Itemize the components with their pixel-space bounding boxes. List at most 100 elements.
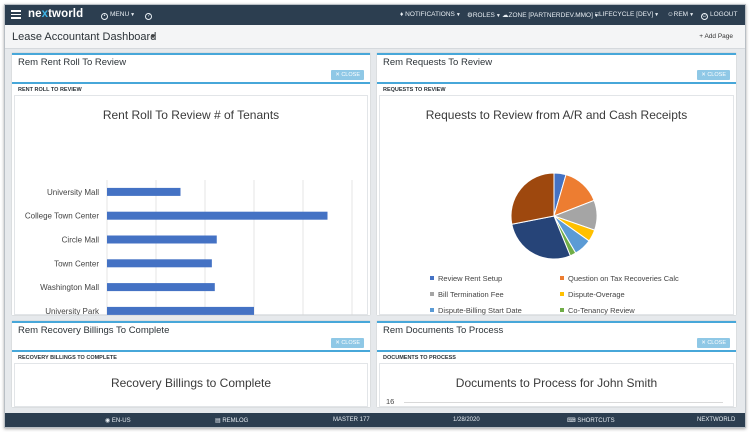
chart-title: Documents to Process for John Smith [455, 376, 658, 390]
rent-roll-panel: Rem Rent Roll To Review ✕ CLOSE RENT ROL… [12, 53, 370, 315]
panel-title: Rem Requests To Review [383, 57, 493, 68]
category-label: Circle Mall [62, 236, 100, 245]
panel-divider [12, 82, 370, 84]
legend-swatch [560, 276, 564, 280]
lifecycle-icon: □ [595, 11, 599, 18]
legend-swatch [430, 292, 434, 296]
keyboard-icon: ⌨ [567, 418, 576, 424]
gridline [404, 402, 723, 403]
page-title: Lease Accountant Dashboard [12, 31, 157, 43]
legend-label: Question on Tax Recoveries Calc [568, 274, 679, 283]
cloud-icon: ☁ [502, 12, 509, 19]
documents-panel: Rem Documents To Process ✕ CLOSE DOCUMEN… [377, 321, 736, 407]
legend-label: Bill Termination Fee [438, 290, 504, 299]
page-dropdown-icon[interactable]: ▾ [151, 32, 156, 41]
y-tick-label: 16 [386, 397, 395, 406]
bar[interactable] [107, 283, 215, 292]
power-icon: ⏻ [701, 13, 708, 20]
lifecycle-button[interactable]: □LIFECYCLE [DEV]▼ [595, 11, 660, 18]
bar[interactable] [107, 259, 212, 268]
legend-swatch [430, 308, 434, 312]
category-label: University Park [45, 307, 100, 315]
legend-item: Dispute-Overage [560, 290, 625, 299]
recovery-panel: Rem Recovery Billings To Complete ✕ CLOS… [12, 321, 370, 407]
panel-subtitle: REQUESTS TO REVIEW [383, 87, 446, 93]
menu-icon: • [101, 13, 108, 20]
legend-swatch [560, 308, 564, 312]
date-label: 1/28/2020 [453, 417, 480, 423]
user-icon: ☺ [667, 11, 674, 18]
legend-item: Bill Termination Fee [430, 290, 504, 299]
panel-divider [12, 350, 370, 352]
pie-chart [510, 172, 598, 260]
bottom-status-bar: ◉ EN-US ▤ REMLOG MASTER 177 1/28/2020 ⌨ … [5, 413, 745, 427]
close-button[interactable]: ✕ CLOSE [697, 338, 730, 348]
remlog-button[interactable]: ▤ REMLOG [215, 418, 249, 424]
bar[interactable] [107, 187, 181, 196]
legend-item: Question on Tax Recoveries Calc [560, 274, 679, 283]
help-button[interactable]: ? [145, 11, 154, 20]
globe-icon: ◉ [105, 418, 111, 424]
chevron-down-icon: ▼ [455, 12, 461, 18]
bell-icon: ♦ [400, 11, 404, 18]
requests-panel: Rem Requests To Review ✕ CLOSE REQUESTS … [377, 53, 736, 315]
roles-icon: ⚙ [467, 12, 473, 19]
add-page-button[interactable]: + Add Page [699, 33, 733, 40]
shortcuts-button[interactable]: ⌨ SHORTCUTS [567, 418, 615, 424]
panel-subtitle: RENT ROLL TO REVIEW [18, 87, 82, 93]
chart-title: Requests to Review from A/R and Cash Rec… [425, 108, 688, 122]
chevron-down-icon: ▼ [495, 13, 501, 19]
zone-button[interactable]: ☁ZONE [PARTNERDEV.MMO]▼ [502, 12, 599, 19]
pie-slice[interactable] [511, 215, 571, 260]
pie-slice[interactable] [510, 172, 555, 225]
roles-button[interactable]: ⚙ROLES▼ [467, 12, 501, 19]
close-button[interactable]: ✕ CLOSE [331, 70, 364, 80]
brand-label: NEXTWORLD [697, 417, 736, 423]
notifications-button[interactable]: ♦ NOTIFICATIONS▼ [400, 11, 461, 18]
chart-title: Recovery Billings to Complete [110, 376, 272, 390]
panel-divider [377, 82, 736, 84]
legend-label: Dispute-Billing Start Date [438, 306, 522, 315]
panel-title: Rem Rent Roll To Review [18, 57, 127, 68]
nextworld-logo[interactable]: nextworld [28, 8, 84, 20]
legend-label: Dispute-Overage [568, 290, 625, 299]
category-label: College Town Center [25, 212, 99, 221]
category-label: Washington Mall [40, 283, 99, 292]
documents-chart-area: Documents to Process for John Smith 16 [379, 363, 734, 407]
chevron-down-icon: ▼ [689, 12, 695, 18]
panel-subtitle: DOCUMENTS TO PROCESS [383, 355, 456, 361]
page-header: Lease Accountant Dashboard ▾ + Add Page [5, 25, 745, 49]
chart-title: Rent Roll To Review # of Tenants [102, 108, 280, 122]
category-label: University Mall [47, 188, 99, 197]
legend-item: Review Rent Setup [430, 274, 502, 283]
chevron-down-icon: ▼ [130, 12, 136, 18]
user-button[interactable]: ☺REM▼ [667, 11, 695, 18]
app-window: nextworld • MENU▼ ? ♦ NOTIFICATIONS▼ ⚙ROL… [4, 4, 746, 428]
bar[interactable] [107, 211, 328, 220]
close-button[interactable]: ✕ CLOSE [331, 338, 364, 348]
top-nav-bar: nextworld • MENU▼ ? ♦ NOTIFICATIONS▼ ⚙ROL… [5, 5, 745, 25]
legend-swatch [430, 276, 434, 280]
requests-chart-area: Requests to Review from A/R and Cash Rec… [379, 95, 734, 315]
help-icon: ? [145, 13, 152, 20]
legend-label: Review Rent Setup [438, 274, 503, 283]
legend-item: Co-Tenancy Review [560, 306, 635, 315]
master-label: MASTER 177 [333, 417, 370, 423]
panel-divider [377, 350, 736, 352]
logout-button[interactable]: ⏻ LOGOUT [701, 11, 738, 20]
legend-swatch [560, 292, 564, 296]
close-button[interactable]: ✕ CLOSE [697, 70, 730, 80]
panel-title: Rem Documents To Process [383, 325, 504, 336]
panel-title: Rem Recovery Billings To Complete [18, 325, 170, 336]
category-label: Town Center [54, 259, 99, 268]
menu-button[interactable]: • MENU▼ [101, 11, 135, 20]
locale-button[interactable]: ◉ EN-US [105, 418, 131, 424]
bar[interactable] [107, 306, 254, 315]
hamburger-menu-icon[interactable] [11, 10, 21, 19]
chevron-down-icon: ▼ [593, 13, 599, 19]
bar[interactable] [107, 235, 217, 244]
legend-item: Dispute-Billing Start Date [430, 306, 522, 315]
log-icon: ▤ [215, 418, 221, 424]
recovery-chart-area: Recovery Billings to Complete [14, 363, 368, 407]
